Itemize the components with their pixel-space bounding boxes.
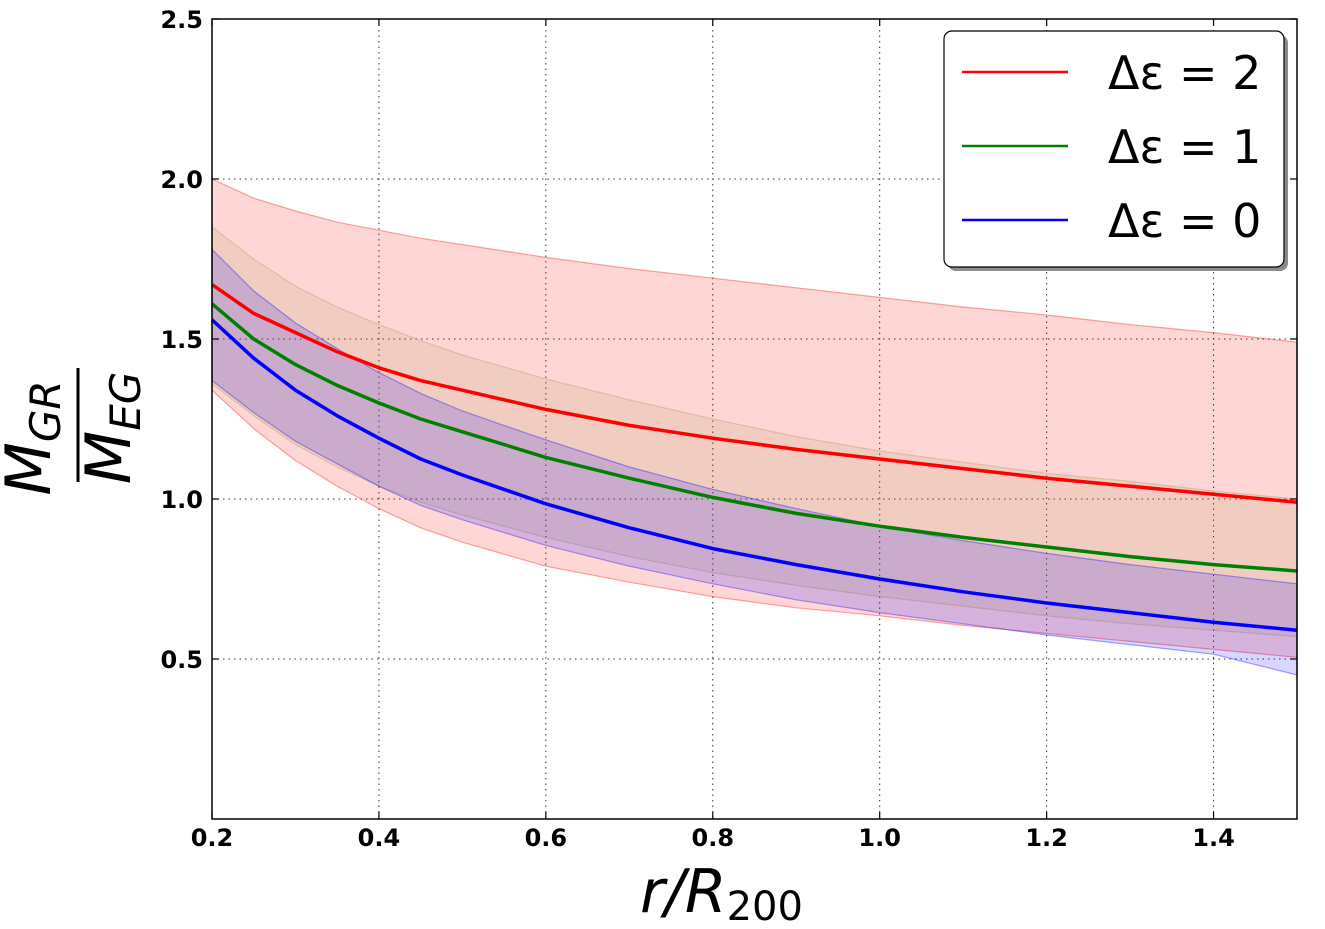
x-axis-title-main: r/R bbox=[640, 857, 727, 927]
plot-area-frame bbox=[211, 18, 1298, 820]
line-series-2 bbox=[210, 318, 1298, 632]
y-tick-label: 1.0 bbox=[160, 486, 203, 514]
x-tick-label: 0.6 bbox=[525, 824, 568, 852]
axis-ticks: 0.2 0.4 0.6 0.8 1.0 1.2 1.4 0.5 1.0 1.5 2.0 2.5 bbox=[160, 6, 1297, 852]
x-tick-label: 0.2 bbox=[191, 824, 234, 852]
svg-text:MGR: MGR bbox=[0, 380, 70, 495]
line-series-0 bbox=[211, 283, 1298, 504]
y-axis-denominator: M bbox=[72, 431, 145, 485]
x-tick-label: 1.2 bbox=[1025, 824, 1068, 852]
x-tick-label: 1.0 bbox=[858, 824, 901, 852]
legend-label-0: Δε = 2 bbox=[1108, 46, 1261, 100]
y-tick-label: 0.5 bbox=[160, 646, 203, 674]
x-axis-title: r/R200 bbox=[640, 857, 803, 929]
y-axis-numerator-subscript: GR bbox=[21, 380, 70, 442]
x-tick-label: 1.4 bbox=[1192, 824, 1235, 852]
legend-label-1: Δε = 1 bbox=[1108, 120, 1261, 174]
legend-box bbox=[943, 30, 1285, 268]
svg-text:MEG: MEG bbox=[72, 372, 150, 485]
series-lines bbox=[210, 283, 1298, 632]
y-tick-label: 1.5 bbox=[160, 326, 203, 354]
y-tick-label: 2.5 bbox=[160, 6, 203, 34]
x-axis-title-subscript: 200 bbox=[727, 884, 803, 929]
confidence-bands bbox=[211, 178, 1298, 676]
y-axis-numerator: M bbox=[0, 442, 65, 496]
line-series-1 bbox=[210, 302, 1298, 573]
legend: Δε = 2 Δε = 1 Δε = 0 bbox=[943, 30, 1288, 271]
y-axis-title: MGR MEG bbox=[0, 368, 150, 496]
y-axis-denominator-subscript: EG bbox=[101, 372, 150, 431]
x-tick-label: 0.4 bbox=[358, 824, 401, 852]
legend-entries: Δε = 2 Δε = 1 Δε = 0 bbox=[962, 46, 1261, 248]
x-tick-label: 0.8 bbox=[692, 824, 735, 852]
legend-label-2: Δε = 0 bbox=[1108, 194, 1261, 248]
y-tick-label: 2.0 bbox=[160, 166, 203, 194]
